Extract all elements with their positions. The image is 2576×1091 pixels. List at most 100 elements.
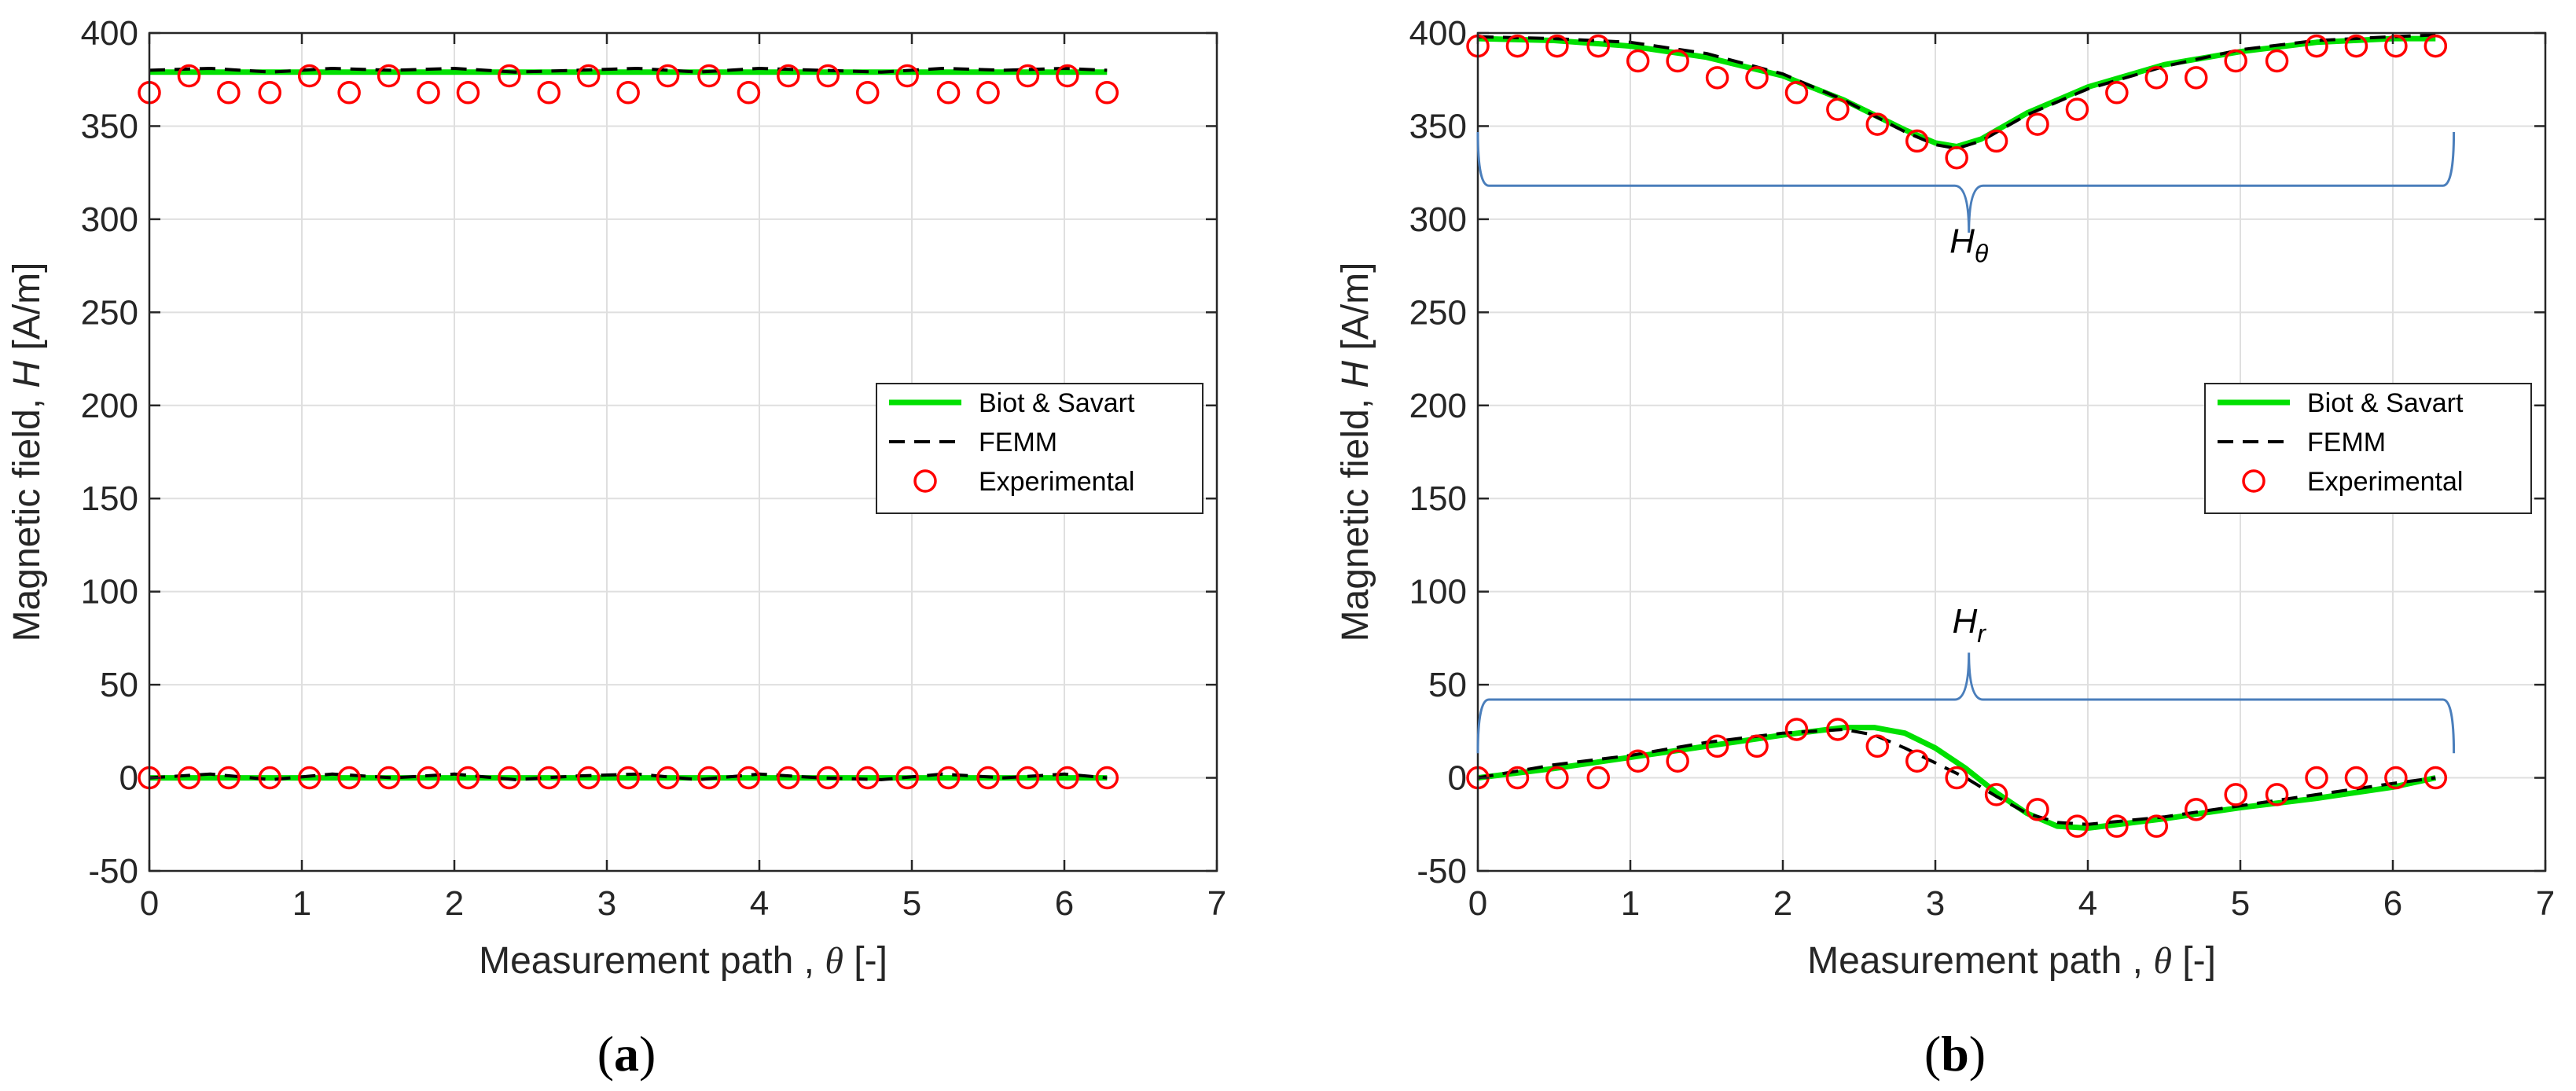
experimental-point (177, 766, 201, 790)
experimental-point (217, 766, 241, 790)
x-tick-label: 3 (1926, 884, 1945, 923)
y-tick-label: 300 (81, 200, 138, 239)
experimental-point (737, 81, 761, 105)
experimental-point (1784, 81, 1809, 105)
experimental-point (2144, 66, 2169, 90)
experimental-point (2184, 66, 2208, 90)
chart-panel-a: 0 1 2 3 4 5 6 7-50050100150200250300350400Measu… (6, 14, 1226, 1082)
experimental-point (1545, 34, 1569, 58)
experimental-point (2224, 783, 2247, 806)
y-tick-label: 350 (81, 107, 138, 145)
experimental-point (498, 64, 521, 88)
experimental-point (777, 766, 800, 790)
subfigure-label: (a) (597, 1026, 656, 1082)
experimental-point (2065, 97, 2089, 121)
experimental-point (1826, 97, 1850, 121)
experimental-point (337, 766, 361, 790)
x-tick-label: 0 (1468, 884, 1487, 923)
experimental-point (537, 81, 561, 105)
chart-panel-b: 0 1 2 3 4 5 6 7-50050100150200250300350400Measu… (1335, 14, 2555, 1082)
experimental-point (2144, 814, 2169, 838)
experimental-point (1666, 49, 1689, 73)
experimental-point (456, 766, 480, 790)
x-tick-label: 4 (750, 884, 769, 923)
x-tick-label: 1 (292, 884, 311, 923)
experimental-point (1586, 34, 1611, 58)
experimental-point (576, 766, 601, 790)
y-tick-label: 150 (1409, 479, 1467, 518)
experimental-point (1666, 749, 1689, 773)
legend: Biot & Savart FEMM Experimental (2204, 383, 2532, 514)
y-tick-label: 50 (100, 666, 138, 704)
experimental-point (737, 766, 761, 790)
experimental-point (2105, 81, 2129, 105)
experimental-point (1905, 129, 1929, 153)
experimental-point (2265, 49, 2289, 73)
experimental-point (616, 766, 640, 790)
experimental-point (2305, 34, 2328, 58)
x-tick-label: 7 (1207, 884, 1226, 923)
axes-box (1476, 31, 2547, 872)
experimental-point (1056, 766, 1079, 790)
experimental-point (2344, 766, 2368, 790)
experimental-point (377, 766, 401, 790)
femm-line (1477, 33, 2436, 150)
experimental-point (377, 64, 401, 88)
experimental-point (217, 81, 241, 105)
experimental-point (855, 766, 880, 790)
experimental-point (1905, 749, 1929, 773)
legend-swatch-experimental (913, 469, 937, 493)
x-tick-label: 0 (140, 884, 159, 923)
x-tick-label: 2 (445, 884, 464, 923)
experimental-point (1016, 64, 1040, 88)
experimental-point (1705, 734, 1729, 759)
y-tick-label: 250 (1409, 293, 1467, 332)
experimental-point (777, 64, 800, 88)
x-tick-label: 5 (2231, 884, 2250, 923)
annotation-label: Hθ (1949, 222, 1989, 268)
annotation-label: Hr (1952, 602, 1986, 648)
y-tick-label: 400 (81, 14, 138, 53)
x-tick-label: 1 (1621, 884, 1640, 923)
experimental-point (1626, 749, 1650, 773)
legend-label: Biot & Savart (2307, 388, 2464, 418)
x-axis-label: Measurement path , θ [-] (1807, 940, 2216, 982)
y-tick-label: -50 (1417, 852, 1467, 891)
y-axis-label: Magnetic field, H [A/m] (6, 263, 48, 642)
experimental-point (2384, 34, 2408, 58)
subfigure-label: (b) (1924, 1026, 1986, 1082)
legend-label: Experimental (2307, 467, 2463, 497)
experimental-point (976, 81, 1000, 105)
experimental-point (2026, 798, 2049, 821)
experimental-point (976, 766, 1000, 790)
experimental-point (1745, 734, 1769, 759)
y-tick-label: 100 (81, 573, 138, 612)
experimental-point (1784, 718, 1809, 741)
experimental-point (258, 81, 282, 105)
experimental-point (2105, 814, 2129, 838)
experimental-point (656, 64, 680, 88)
experimental-point (697, 766, 721, 790)
experimental-point (537, 766, 561, 790)
experimental-point (2423, 766, 2448, 790)
y-tick-label: 200 (1409, 387, 1467, 425)
experimental-point (936, 81, 961, 105)
x-tick-label: 6 (1055, 884, 1074, 923)
y-tick-label: 0 (119, 759, 138, 798)
experimental-point (2344, 34, 2368, 58)
experimental-point (1586, 766, 1611, 790)
experimental-point (895, 766, 919, 790)
experimental-point (2384, 766, 2408, 790)
experimental-point (1626, 49, 1650, 73)
x-tick-label: 4 (2078, 884, 2097, 923)
x-tick-label: 5 (902, 884, 921, 923)
femm-line (149, 67, 1108, 74)
experimental-point (417, 766, 440, 790)
experimental-point (1095, 766, 1119, 790)
experimental-point (1505, 34, 1530, 58)
y-axis-label: Magnetic field, H [A/m] (1335, 263, 1376, 642)
y-tick-label: 250 (81, 293, 138, 332)
legend: Biot & Savart FEMM Experimental (876, 383, 1203, 514)
experimental-point (697, 64, 721, 88)
